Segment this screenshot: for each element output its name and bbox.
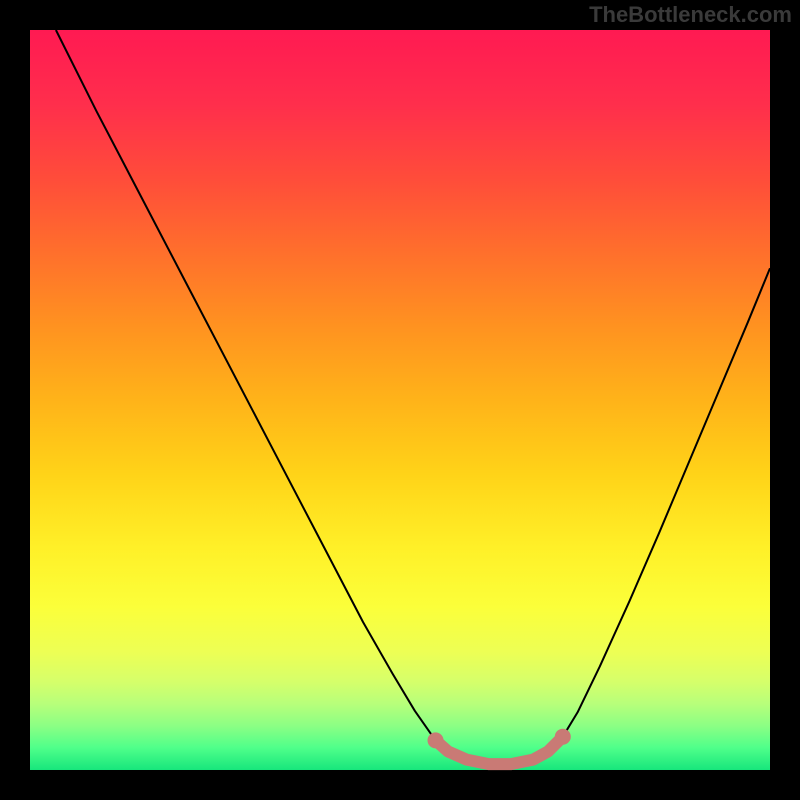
highlight-end-dot	[555, 729, 571, 745]
chart-container: TheBottleneck.com	[0, 0, 800, 800]
highlight-start-dot	[428, 732, 444, 748]
bottleneck-chart	[0, 0, 800, 800]
plot-area	[30, 30, 770, 770]
attribution-text: TheBottleneck.com	[589, 2, 792, 28]
